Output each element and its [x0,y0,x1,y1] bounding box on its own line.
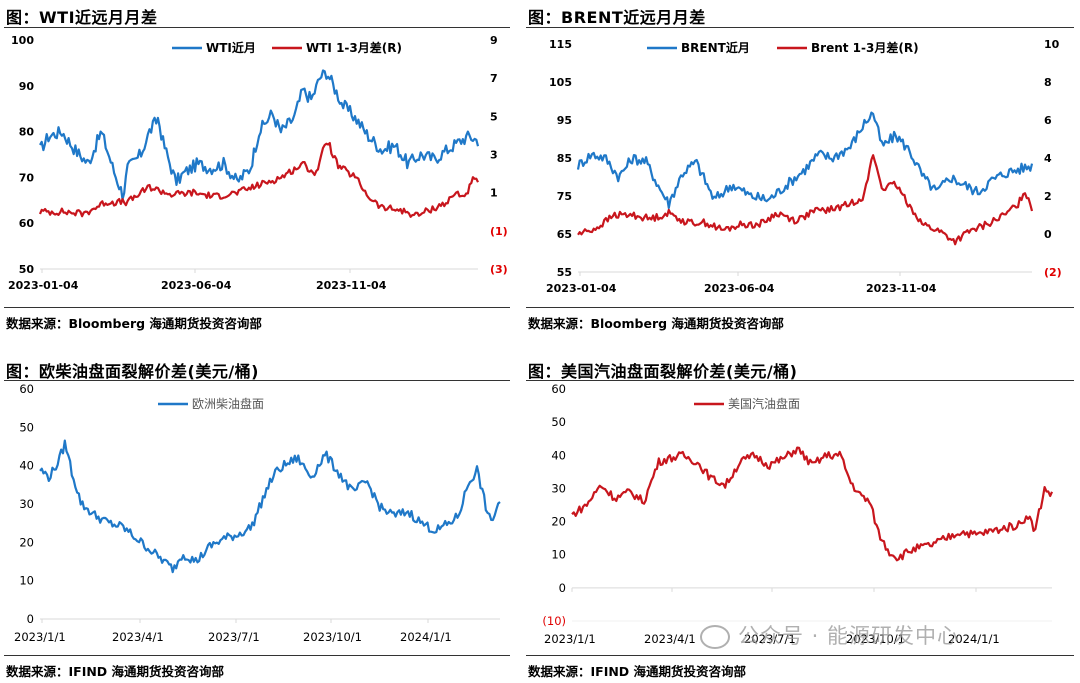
x-tick-label: 2023-01-04 [546,282,617,295]
y-tick-label-right: 7 [490,72,498,85]
y-tick-label-right: 0 [1044,228,1052,241]
legend-label: WTI 1-3月差(R) [306,40,402,55]
y-tick-label-right: 3 [490,149,498,162]
x-tick-label: 2023/10/1 [303,630,362,644]
y-tick-label-right: 4 [1044,152,1052,165]
y-tick-label-left: 115 [549,38,572,51]
y-tick-label-left: 85 [557,152,572,165]
source-rule [4,307,510,308]
series-line-blue [576,111,1034,209]
y-tick-label-right: 5 [490,110,498,123]
y-tick-label-right: (3) [490,263,508,276]
data-source-brent: 数据来源：Bloomberg 海通期货投资咨询部 [528,316,784,331]
y-tick-label-left: 55 [557,266,572,279]
x-tick-label: 2023/7/1 [208,630,260,644]
y-tick-label-left: 65 [557,228,572,241]
x-tick-label: 2023/1/1 [14,630,66,644]
y-tick-label-left: 50 [19,263,35,276]
legend-label: BRENT近月 [681,40,750,55]
legend-label: Brent 1-3月差(R) [811,40,919,55]
y-tick-label-left: 60 [551,382,566,396]
y-tick-label-left: 70 [19,171,35,184]
x-tick-label: 2024/1/1 [400,630,452,644]
x-tick-label: 2023/10/1 [846,632,905,646]
y-tick-label-left: 30 [19,497,34,511]
x-tick-label: 2023-11-04 [316,279,387,292]
y-tick-label-right: (1) [490,225,508,238]
y-tick-label-right: 1 [490,187,498,200]
y-tick-label-left: 105 [549,76,572,89]
x-tick-label: 2023-11-04 [866,282,937,295]
x-tick-label: 2023/4/1 [112,630,164,644]
y-tick-label-left: 50 [19,420,34,434]
y-tick-label-right: 9 [490,34,498,47]
y-tick-label-left: 40 [551,448,566,462]
wechat-icon [700,625,730,649]
series-line-red [571,446,1054,562]
series-line-blue [39,439,501,574]
series-line-red [38,142,479,218]
source-rule [526,655,1074,656]
title-rule [4,380,510,381]
y-tick-label-left: 0 [27,612,34,626]
y-tick-label-right: 8 [1044,76,1052,89]
x-tick-label: 2023-01-04 [8,279,79,292]
y-tick-label-left: 60 [19,217,35,230]
legend-label: 美国汽油盘面 [728,396,800,411]
data-source-diesel: 数据来源：IFIND 海通期货投资咨询部 [6,664,225,679]
legend-label: 欧洲柴油盘面 [192,396,264,411]
chart-title-brent: 图：BRENT近远月月差 [528,8,706,27]
y-tick-label-left: 10 [551,548,566,562]
watermark-text: 公众号 · 能源研发中心 [738,624,960,648]
y-tick-label-left: 75 [557,190,572,203]
data-source-wti: 数据来源：Bloomberg 海通期货投资咨询部 [6,316,262,331]
y-tick-label-left: 0 [559,581,566,595]
y-tick-label-left: 20 [19,535,34,549]
y-tick-label-right: 2 [1044,190,1052,203]
y-tick-label-left: 30 [551,481,566,495]
source-rule [526,307,1074,308]
y-tick-label-right: 6 [1044,114,1052,127]
y-tick-label-left: (10) [542,614,566,628]
data-source-gasoline: 数据来源：IFIND 海通期货投资咨询部 [528,664,747,679]
x-tick-label: 2023/7/1 [744,632,796,646]
watermark: 公众号 · 能源研发中心 [700,620,959,650]
series-line-blue [39,69,480,201]
x-tick-label: 2023/4/1 [644,632,696,646]
y-tick-label-left: 10 [19,574,34,588]
y-tick-label-right: (2) [1044,266,1062,279]
y-tick-label-left: 95 [557,114,572,127]
y-tick-label-left: 100 [11,34,34,47]
title-rule [526,27,1074,28]
x-tick-label: 2023-06-04 [161,279,232,292]
y-tick-label-left: 50 [551,415,566,429]
y-tick-label-left: 20 [551,515,566,529]
legend-label: WTI近月 [206,40,256,55]
y-tick-label-left: 80 [19,126,35,139]
x-tick-label: 2023/1/1 [544,632,596,646]
chart-title-wti: 图：WTI近远月月差 [6,8,158,27]
title-rule [526,380,1074,381]
y-tick-label-left: 60 [19,382,34,396]
source-rule [4,655,510,656]
y-tick-label-left: 40 [19,459,34,473]
x-tick-label: 2023-06-04 [704,282,775,295]
y-tick-label-left: 90 [19,80,35,93]
chart-title-diesel: 图：欧柴油盘面裂解价差(美元/桶) [6,362,259,381]
title-rule [4,27,510,28]
series-line-red [577,154,1034,246]
chart-title-gasoline: 图：美国汽油盘面裂解价差(美元/桶) [528,362,798,381]
y-tick-label-right: 10 [1044,38,1060,51]
x-tick-label: 2024/1/1 [948,632,1000,646]
